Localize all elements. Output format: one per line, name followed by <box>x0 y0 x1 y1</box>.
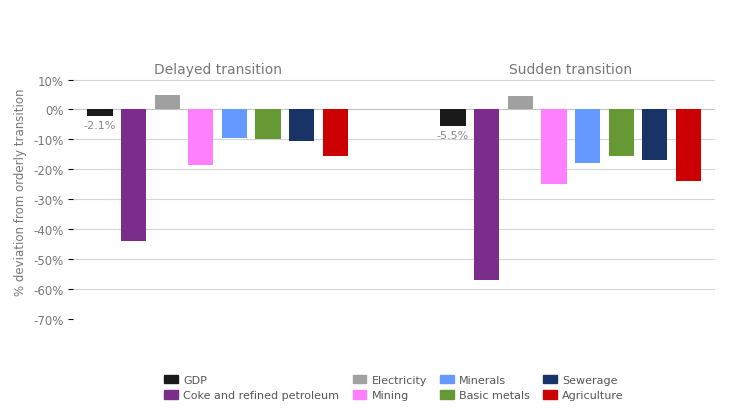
Text: Sudden transition: Sudden transition <box>510 63 632 77</box>
Bar <box>609 110 634 156</box>
Bar <box>474 110 499 280</box>
Bar <box>440 110 466 127</box>
Bar <box>676 110 701 182</box>
Bar <box>323 110 348 156</box>
Bar <box>188 110 213 165</box>
Bar <box>222 110 247 139</box>
Text: -2.1%: -2.1% <box>84 121 116 131</box>
Legend: GDP, Coke and refined petroleum, Electricity, Mining, Minerals, Basic metals, Se: GDP, Coke and refined petroleum, Electri… <box>160 370 629 405</box>
Bar <box>155 95 180 110</box>
Bar <box>121 110 146 241</box>
Bar <box>289 110 315 142</box>
Bar <box>642 110 667 161</box>
Bar <box>255 110 281 140</box>
Bar <box>507 97 533 110</box>
Text: -5.5%: -5.5% <box>437 131 469 141</box>
Text: Delayed transition: Delayed transition <box>153 63 282 77</box>
Bar <box>88 110 112 117</box>
Bar <box>575 110 600 164</box>
Bar <box>542 110 566 185</box>
Y-axis label: % deviation from orderly transition: % deviation from orderly transition <box>15 89 27 296</box>
